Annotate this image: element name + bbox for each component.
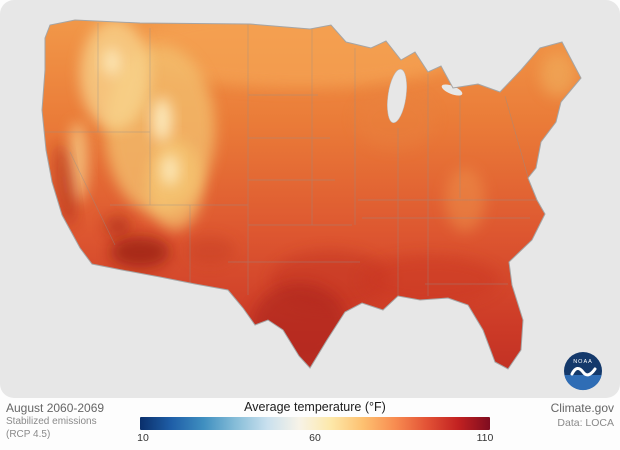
legend-tick-max: 110 — [476, 432, 494, 444]
data-source: Data: LOCA — [557, 416, 614, 429]
legend-tick-mid: 60 — [309, 432, 321, 444]
noaa-logo: NOAA — [564, 352, 602, 391]
map-caption: August 2060-2069 Stabilized emissions (R… — [6, 401, 104, 441]
lake-erie — [441, 84, 463, 96]
caption-scenario-detail: (RCP 4.5) — [6, 428, 51, 440]
us-map-outline — [41, 19, 582, 370]
lake-michigan — [387, 68, 407, 124]
legend-tick-min: 10 — [137, 432, 149, 444]
attribution: Climate.gov Data: LOCA — [551, 401, 614, 430]
legend-title: Average temperature (°F) — [244, 400, 386, 414]
noaa-logo-text: NOAA — [573, 359, 593, 365]
legend-colorbar — [140, 417, 490, 430]
site-name: Climate.gov — [550, 401, 614, 415]
lake-ontario — [477, 78, 495, 86]
state-borders — [44, 23, 543, 298]
caption-period: August 2060-2069 — [6, 401, 105, 415]
temperature-fill — [42, 20, 581, 369]
legend-ticks: 10 60 110 — [137, 432, 493, 446]
caption-scenario: Stabilized emissions — [6, 416, 97, 427]
temperature-legend: Average temperature (°F) 10 60 110 — [137, 400, 493, 446]
